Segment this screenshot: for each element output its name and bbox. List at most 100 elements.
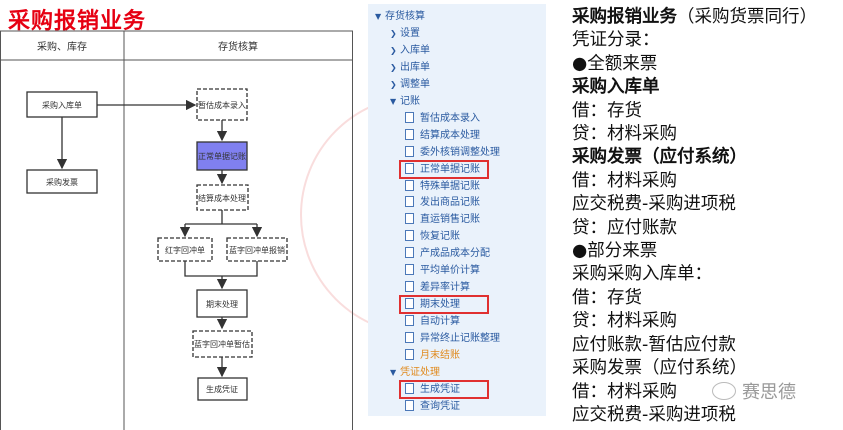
node-purchase-receipt: 采购入库单 bbox=[42, 100, 82, 110]
menu-item[interactable]: 直运销售记账 bbox=[405, 212, 480, 227]
menu-item[interactable]: 生成凭证 bbox=[405, 382, 460, 397]
page-title: 采购报销业务 bbox=[8, 9, 147, 34]
node-estimate-cost: 暂估成本录入 bbox=[198, 100, 246, 110]
menu-item[interactable]: 恢复记账 bbox=[405, 229, 460, 244]
note-text: 借：材料采购 bbox=[572, 170, 677, 191]
node-settle-cost: 结算成本处理 bbox=[198, 193, 246, 203]
note-text: 贷：应付账款 bbox=[572, 217, 677, 238]
note-text: 凭证分录： bbox=[572, 30, 660, 51]
menu-item-label: 发出商品记账 bbox=[420, 197, 480, 209]
document-icon bbox=[405, 128, 414, 140]
note-text: ●全额来票 bbox=[572, 53, 658, 74]
menu-item-label: 存货核算 bbox=[385, 11, 425, 22]
watermark-text: 赛思德 bbox=[742, 382, 796, 403]
menu-item-label: 直运销售记账 bbox=[420, 214, 480, 226]
menu-item[interactable]: 产成品成本分配 bbox=[405, 246, 490, 261]
menu-item[interactable]: ▼ 存货核算 bbox=[375, 9, 425, 24]
note-line: 贷：材料采购 bbox=[572, 123, 817, 146]
note-line: 采购入库单 bbox=[572, 76, 817, 99]
menu-item-label: 结算成本处理 bbox=[420, 129, 480, 141]
document-icon bbox=[405, 315, 414, 327]
menu-item-label: 异常终止记账整理 bbox=[420, 333, 500, 345]
menu-item-label: 差异率计算 bbox=[420, 282, 470, 294]
node-purchase-invoice: 采购发票 bbox=[46, 177, 78, 187]
chevron-right-icon: ❯ bbox=[390, 62, 397, 72]
note-line: 应付账款-暂估应付款 bbox=[572, 334, 817, 357]
menu-item[interactable]: 异常终止记账整理 bbox=[405, 331, 500, 346]
menu-item-label: 产成品成本分配 bbox=[420, 248, 490, 260]
menu-item[interactable]: ▼ 记账 bbox=[390, 94, 420, 109]
highlight-box bbox=[399, 295, 489, 315]
menu-item[interactable]: 月末结账 bbox=[405, 348, 460, 363]
menu-item[interactable]: 发出商品记账 bbox=[405, 195, 480, 210]
document-icon bbox=[405, 111, 414, 123]
document-icon bbox=[405, 213, 414, 225]
chevron-right-icon: ❯ bbox=[390, 45, 397, 55]
note-line: 应交税费-采购进项税 bbox=[572, 404, 817, 427]
chevron-down-icon: ▼ bbox=[390, 367, 397, 377]
menu-item[interactable]: ▼ 凭证处理 bbox=[390, 365, 440, 380]
chevron-right-icon: ❯ bbox=[390, 28, 397, 38]
document-icon bbox=[405, 230, 414, 242]
node-red-reversal: 红字回冲单 bbox=[165, 245, 205, 255]
menu-item-label: 月末结账 bbox=[420, 350, 460, 361]
menu-item[interactable]: 平均单价计算 bbox=[405, 263, 480, 278]
note-line: 借：存货 bbox=[572, 100, 817, 123]
menu-item[interactable]: ❯ 出库单 bbox=[390, 60, 430, 75]
note-line: 借：存货 bbox=[572, 287, 817, 310]
menu-item[interactable]: 查询凭证 bbox=[405, 399, 460, 414]
note-line: 借：材料采购 bbox=[572, 381, 817, 404]
document-icon bbox=[405, 332, 414, 344]
menu-item[interactable]: 差异率计算 bbox=[405, 280, 470, 295]
menu-item-label: 调整单 bbox=[400, 78, 430, 90]
note-text: 贷：材料采购 bbox=[572, 311, 677, 332]
note-line: 采购报销业务（采购货票同行） bbox=[572, 6, 817, 29]
chevron-down-icon: ▼ bbox=[390, 96, 397, 106]
note-text: 应付账款-暂估应付款 bbox=[572, 334, 736, 355]
lane-inventory: 存货核算 bbox=[218, 40, 258, 53]
document-icon bbox=[405, 162, 414, 174]
note-line: ●部分来票 bbox=[572, 240, 817, 263]
menu-item[interactable]: 特殊单据记账 bbox=[405, 179, 480, 194]
highlight-box bbox=[399, 159, 489, 179]
menu-item-label: 入库单 bbox=[400, 44, 430, 56]
menu-item-label: 记账 bbox=[400, 95, 420, 107]
document-icon bbox=[405, 264, 414, 276]
menu-item[interactable]: ❯ 入库单 bbox=[390, 43, 430, 58]
menu-item[interactable]: 委外核销调整处理 bbox=[405, 145, 500, 160]
node-blue-reversal-reimburse: 蓝字回冲单报销 bbox=[229, 245, 285, 255]
menu-item[interactable]: ❯ 设置 bbox=[390, 26, 420, 41]
menu-item[interactable]: 正常单据记账 bbox=[405, 162, 480, 177]
menu-item[interactable]: 期末处理 bbox=[405, 297, 460, 312]
watermark: 赛思德 bbox=[712, 378, 796, 404]
document-icon bbox=[405, 179, 414, 191]
document-icon bbox=[405, 382, 414, 394]
note-line: 采购发票（应付系统） bbox=[572, 357, 817, 380]
menu-item-label: 委外核销调整处理 bbox=[420, 146, 500, 158]
document-icon bbox=[405, 196, 414, 208]
document-icon bbox=[405, 349, 414, 360]
document-icon bbox=[405, 247, 414, 259]
menu-item-label: 暂估成本录入 bbox=[420, 112, 480, 124]
note-line: 贷：应付账款 bbox=[572, 217, 817, 240]
node-generate-voucher: 生成凭证 bbox=[206, 384, 238, 394]
note-text: 采购采购入库单： bbox=[572, 264, 712, 285]
document-icon bbox=[405, 281, 414, 293]
menu-item[interactable]: 暂估成本录入 bbox=[405, 111, 480, 126]
wechat-icon bbox=[712, 382, 736, 400]
document-icon bbox=[405, 145, 414, 157]
navigation-tree: ▼ 存货核算 ❯ 设置 ❯ 入库单 ❯ 出库单 ❯ 调整单 ▼ 记账 暂估成本录入 结算成本处理 委外核销调… bbox=[368, 4, 546, 416]
note-line: 凭证分录： bbox=[572, 29, 817, 52]
note-heading: 采购入库单 bbox=[572, 77, 660, 98]
menu-item[interactable]: 自动计算 bbox=[405, 314, 460, 329]
menu-item[interactable]: 结算成本处理 bbox=[405, 128, 480, 143]
lane-purchase: 采购、库存 bbox=[37, 40, 87, 53]
menu-item[interactable]: ❯ 调整单 bbox=[390, 77, 430, 92]
document-icon bbox=[405, 298, 414, 310]
document-icon bbox=[405, 399, 414, 411]
node-normal-posting: 正常单据记账 bbox=[198, 151, 246, 161]
note-text: 采购发票（应付系统） bbox=[572, 358, 747, 379]
note-text: 应交税费-采购进项税 bbox=[572, 404, 736, 425]
note-text: 借：存货 bbox=[572, 287, 642, 308]
node-period-end: 期末处理 bbox=[206, 299, 238, 309]
